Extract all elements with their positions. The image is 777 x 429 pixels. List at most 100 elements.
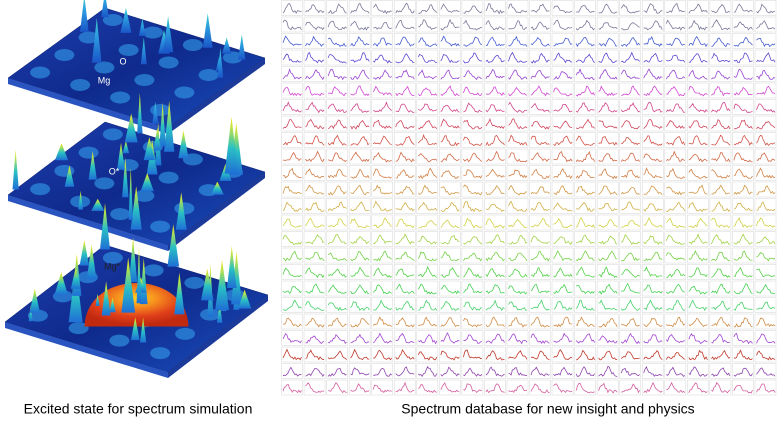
spectrum-line xyxy=(643,350,663,360)
spectrum-line xyxy=(756,350,776,361)
spectrum-line xyxy=(733,103,753,113)
spectrum-line xyxy=(711,317,731,327)
surface-peak xyxy=(130,186,142,230)
spectrum-frame xyxy=(281,264,303,280)
spectrum-frame xyxy=(461,132,484,148)
spectrum-line xyxy=(328,382,347,394)
spectrum-frame xyxy=(371,0,393,16)
spectrum-line xyxy=(508,268,528,278)
spectrum-frame xyxy=(303,363,326,379)
spectrum-line xyxy=(620,234,640,245)
surface-peak xyxy=(28,305,33,322)
spectrum-frame xyxy=(416,231,439,247)
spectrum-frame xyxy=(371,231,393,247)
spectrum-frame xyxy=(709,330,732,346)
left-caption: Excited state for spectrum simulation xyxy=(24,401,253,417)
spectrum-line xyxy=(282,35,302,46)
spectrum-line xyxy=(395,2,415,14)
spectrum-frame xyxy=(529,297,551,313)
spectrum-line xyxy=(733,332,753,345)
spectrum-line xyxy=(621,169,640,179)
spectrum-line xyxy=(485,54,505,63)
spectrum-line xyxy=(440,170,460,179)
spectrum-frame xyxy=(596,99,619,115)
spectrum-line xyxy=(553,120,573,129)
surface-peak xyxy=(167,224,180,267)
spectrum-frame xyxy=(687,198,709,214)
spectrum-line xyxy=(418,265,437,278)
surface-bump xyxy=(109,334,130,347)
spectrum-line xyxy=(530,383,550,394)
spectrum-line xyxy=(350,367,370,376)
spectrum-frame xyxy=(348,99,371,115)
spectrum-frame xyxy=(326,280,348,297)
spectrum-frame xyxy=(439,363,461,379)
spectrum-frame xyxy=(416,132,439,148)
spectrum-frame xyxy=(439,165,461,181)
spectrum-frame xyxy=(641,181,664,198)
spectrum-line xyxy=(372,151,392,163)
spectrum-line xyxy=(711,382,731,394)
spectrum-frame xyxy=(439,115,461,132)
spectrum-frame xyxy=(709,132,732,148)
spectrum-line xyxy=(440,202,460,212)
spectrum-frame xyxy=(664,231,687,247)
spectrum-line xyxy=(327,367,347,377)
surface-bump xyxy=(68,322,89,335)
spectrum-line xyxy=(327,252,347,262)
spectrum-line xyxy=(508,317,528,328)
spectrum-frame xyxy=(506,16,529,33)
spectrum-line xyxy=(327,134,347,146)
spectrum-frame xyxy=(619,247,641,264)
spectrum-line xyxy=(463,301,482,311)
spectrum-line xyxy=(643,216,663,228)
spectrum-line xyxy=(350,201,370,212)
spectrum-line xyxy=(282,218,302,228)
spectrum-frame xyxy=(371,148,393,165)
spectrum-frame xyxy=(551,66,574,82)
spectrum-line xyxy=(508,20,528,30)
spectrum-frame xyxy=(281,148,303,165)
spectrum-frame xyxy=(393,313,416,330)
spectrum-frame xyxy=(371,99,393,115)
spectrum-frame xyxy=(596,132,619,148)
spectrum-frame xyxy=(596,66,619,82)
spectrum-frame xyxy=(732,379,754,396)
spectrum-line xyxy=(711,19,731,31)
label-mg-excited: Mg* xyxy=(104,261,121,271)
spectrum-frame xyxy=(348,49,371,66)
spectrum-line xyxy=(395,19,415,30)
spectrum-line xyxy=(756,103,776,113)
spectrum-line xyxy=(688,233,708,245)
spectrum-frame xyxy=(641,247,664,264)
spectrum-frame xyxy=(529,33,551,49)
spectrum-line xyxy=(327,350,347,360)
spectrum-frame xyxy=(348,132,371,148)
spectrum-line xyxy=(530,350,550,361)
spectrum-frame xyxy=(619,33,641,49)
spectrum-frame xyxy=(348,247,371,264)
spectrum-frame xyxy=(754,49,777,66)
spectrum-line xyxy=(350,317,370,328)
spectrum-frame xyxy=(281,0,303,16)
spectrum-line xyxy=(575,185,595,196)
spectrum-line xyxy=(327,302,347,312)
spectrum-frame xyxy=(416,214,439,231)
spectrum-line xyxy=(575,37,595,48)
spectrum-frame xyxy=(754,148,777,165)
spectrum-line xyxy=(643,135,663,147)
spectrum-line xyxy=(440,104,460,113)
spectrum-frame xyxy=(348,66,371,82)
spectrum-line xyxy=(575,333,595,344)
spectrum-frame xyxy=(641,264,664,280)
spectrum-line xyxy=(463,169,483,179)
spectrum-frame xyxy=(709,49,732,66)
spectrum-frame xyxy=(348,148,371,165)
spectrum-frame xyxy=(439,330,461,346)
surface-peak xyxy=(54,272,68,295)
spectrum-frame xyxy=(596,231,619,247)
spectrum-line xyxy=(395,283,415,295)
spectrum-frame xyxy=(484,16,506,33)
spectrum-line xyxy=(575,250,595,262)
spectrum-line xyxy=(485,234,505,245)
